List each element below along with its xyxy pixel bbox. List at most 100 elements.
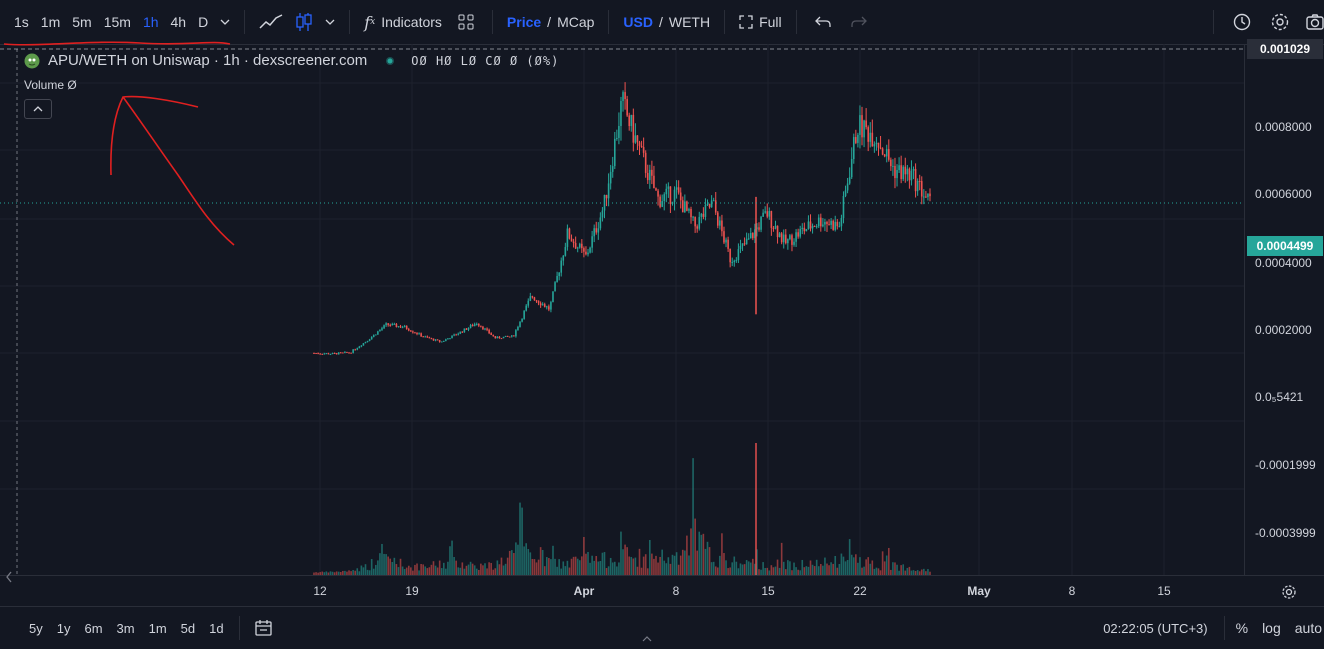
volume-bar bbox=[440, 568, 443, 575]
volume-bar bbox=[597, 561, 600, 575]
candle-body bbox=[918, 180, 921, 182]
chart-grid bbox=[0, 44, 1244, 575]
volume-bar bbox=[653, 558, 655, 575]
scroll-up-icon[interactable] bbox=[642, 635, 652, 643]
timeframe-15m[interactable]: 15m bbox=[103, 14, 131, 30]
range-5d[interactable]: 5d bbox=[180, 620, 196, 636]
line-chart-icon[interactable] bbox=[253, 13, 289, 31]
collapse-legend-button[interactable] bbox=[24, 99, 52, 119]
usd-option[interactable]: USD bbox=[623, 14, 653, 30]
slash-separator: / bbox=[658, 14, 663, 30]
candle-body bbox=[385, 323, 387, 326]
price-axis[interactable]: 0.001029 0.0008000 0.0006000 0.0004000 0… bbox=[1244, 39, 1324, 575]
candle-body bbox=[747, 238, 750, 240]
range-6m[interactable]: 6m bbox=[84, 620, 103, 636]
redo-icon[interactable] bbox=[841, 15, 877, 29]
candle-body bbox=[764, 211, 766, 213]
left-panel-toggle-icon[interactable] bbox=[4, 570, 14, 584]
volume-bar bbox=[375, 564, 377, 575]
currency-toggle[interactable]: USD / WETH bbox=[617, 14, 716, 30]
timeframe-5m[interactable]: 5m bbox=[72, 14, 92, 30]
candle-body bbox=[828, 224, 830, 226]
volume-bar bbox=[776, 559, 779, 575]
candle-body bbox=[533, 297, 536, 301]
range-1m[interactable]: 1m bbox=[148, 620, 167, 636]
timeframe-1m[interactable]: 1m bbox=[40, 14, 61, 30]
range-1d[interactable]: 1d bbox=[209, 620, 224, 636]
candle-body bbox=[432, 338, 435, 341]
range-5y[interactable]: 5y bbox=[29, 620, 43, 636]
volume-bar bbox=[395, 564, 398, 575]
timeframe-1h[interactable]: 1h bbox=[142, 14, 159, 30]
candle-body bbox=[927, 193, 929, 198]
volume-bar bbox=[455, 560, 457, 575]
candle-body bbox=[706, 203, 709, 205]
candle-body bbox=[622, 92, 624, 101]
candle-body bbox=[463, 328, 466, 333]
candle-body bbox=[688, 208, 690, 211]
volume-bar bbox=[640, 567, 643, 575]
mcap-option[interactable]: MCap bbox=[557, 14, 595, 30]
volume-bar bbox=[747, 561, 750, 575]
time-axis[interactable]: 12 19 Apr 8 15 22 May 8 15 bbox=[0, 575, 1324, 606]
candle-body bbox=[438, 340, 441, 342]
chevron-up-icon bbox=[33, 105, 43, 113]
chart-pane[interactable] bbox=[0, 44, 1244, 575]
volume-bar bbox=[581, 556, 583, 575]
candle-body bbox=[830, 220, 832, 225]
gear-icon[interactable] bbox=[1262, 12, 1298, 32]
price-option[interactable]: Price bbox=[506, 14, 542, 30]
volume-bar bbox=[337, 571, 340, 575]
log-scale-toggle[interactable]: log bbox=[1262, 620, 1281, 636]
price-mcap-toggle[interactable]: Price / MCap bbox=[501, 14, 601, 30]
timeframe-d[interactable]: D bbox=[198, 14, 209, 30]
volume-bar bbox=[929, 571, 931, 575]
auto-scale-toggle[interactable]: auto bbox=[1294, 620, 1322, 636]
candle-body bbox=[749, 233, 752, 239]
volume-bar bbox=[622, 549, 624, 575]
volume-bar bbox=[855, 554, 857, 575]
candle-body bbox=[605, 194, 608, 199]
settings-gear-icon[interactable] bbox=[1281, 584, 1297, 600]
candle-body bbox=[793, 241, 795, 245]
undo-icon[interactable] bbox=[805, 15, 841, 29]
candle-body bbox=[739, 245, 742, 250]
time-label: Apr bbox=[573, 584, 595, 598]
candlestick-icon[interactable] bbox=[289, 12, 319, 32]
layout-grid-icon[interactable] bbox=[448, 14, 484, 30]
date-range-icon[interactable] bbox=[248, 619, 280, 637]
alert-clock-icon[interactable] bbox=[1222, 12, 1262, 32]
timeframe-1s[interactable]: 1s bbox=[14, 14, 29, 30]
timeframe-4h[interactable]: 4h bbox=[170, 14, 187, 30]
volume-bar bbox=[663, 560, 666, 575]
chevron-down-icon[interactable] bbox=[319, 17, 341, 27]
volume-bar bbox=[356, 568, 359, 575]
volume-bar bbox=[887, 547, 890, 575]
range-1y[interactable]: 1y bbox=[56, 620, 71, 636]
volume-bar bbox=[861, 567, 863, 575]
volume-bar bbox=[655, 555, 657, 575]
chevron-down-icon[interactable] bbox=[214, 17, 236, 27]
volume-bar bbox=[585, 553, 587, 575]
chart-legend: APU/WETH on Uniswap · 1h · dexscreener.c… bbox=[24, 52, 559, 69]
volume-bar bbox=[331, 571, 334, 575]
volume-bar bbox=[894, 562, 896, 575]
price-chart[interactable] bbox=[0, 44, 1244, 575]
candle-body bbox=[638, 142, 641, 146]
divider bbox=[349, 10, 351, 34]
candle-body bbox=[752, 233, 754, 239]
candle-body bbox=[352, 349, 354, 353]
candle-body bbox=[626, 99, 628, 116]
candle-body bbox=[447, 338, 449, 340]
volume-bar bbox=[795, 567, 797, 575]
volume-bar bbox=[339, 572, 342, 575]
fullscreen-button[interactable]: Full bbox=[733, 14, 788, 30]
weth-option[interactable]: WETH bbox=[668, 14, 711, 30]
candle-body bbox=[690, 208, 692, 218]
camera-icon[interactable] bbox=[1298, 13, 1324, 31]
volume-bar bbox=[480, 563, 482, 575]
candle-body bbox=[346, 351, 348, 353]
percent-scale-toggle[interactable]: % bbox=[1235, 620, 1249, 636]
range-3m[interactable]: 3m bbox=[116, 620, 135, 636]
